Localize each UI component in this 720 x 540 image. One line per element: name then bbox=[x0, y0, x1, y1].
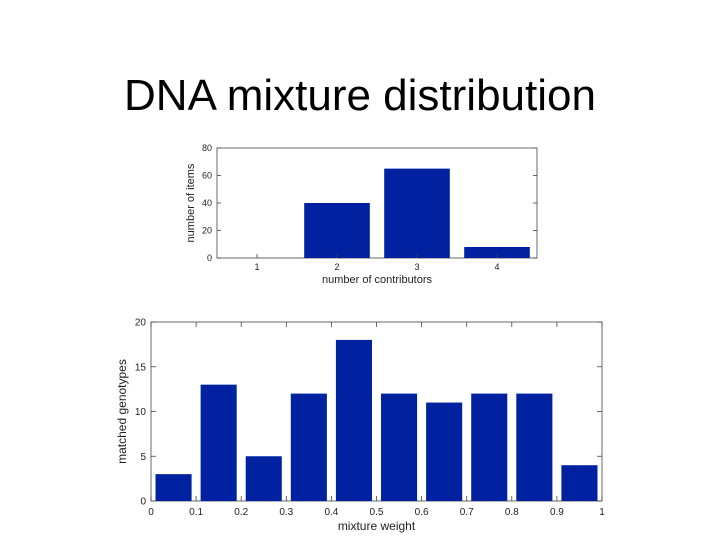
y-tick-label: 0 bbox=[207, 253, 212, 263]
bar-0.05 bbox=[155, 474, 192, 501]
x-tick-label: 3 bbox=[414, 262, 419, 272]
y-tick-label: 20 bbox=[202, 226, 212, 236]
bar-0.95 bbox=[561, 465, 598, 501]
x-tick-label: 0.8 bbox=[505, 507, 519, 518]
bar-3 bbox=[384, 168, 450, 258]
y-axis-label: number of items bbox=[185, 163, 197, 242]
y-tick-label: 20 bbox=[135, 318, 147, 329]
bar-0.75 bbox=[471, 393, 508, 501]
y-tick-label: 5 bbox=[140, 452, 146, 463]
y-tick-label: 10 bbox=[135, 407, 147, 418]
y-tick-label: 15 bbox=[135, 362, 147, 373]
x-tick-label: 0.9 bbox=[550, 507, 564, 518]
x-tick-label: 0 bbox=[148, 507, 154, 518]
x-tick-label: 1 bbox=[599, 507, 605, 518]
x-tick-label: 0.6 bbox=[415, 507, 429, 518]
x-tick-label: 0.5 bbox=[370, 507, 384, 518]
x-axis-label: number of contributors bbox=[322, 274, 433, 286]
x-tick-label: 1 bbox=[254, 262, 259, 272]
x-tick-label: 0.7 bbox=[460, 507, 474, 518]
bar-0.55 bbox=[381, 393, 418, 501]
x-tick-label: 0.2 bbox=[234, 507, 248, 518]
y-tick-label: 80 bbox=[202, 143, 212, 153]
x-tick-label: 4 bbox=[494, 262, 499, 272]
plot-frame-1 bbox=[216, 147, 538, 259]
bar-0.45 bbox=[335, 339, 372, 501]
y-tick-label: 40 bbox=[202, 198, 212, 208]
x-tick-label: 0.3 bbox=[279, 507, 293, 518]
bar-0.85 bbox=[516, 393, 553, 501]
bar-0.25 bbox=[245, 456, 282, 501]
bar-4 bbox=[464, 247, 530, 258]
bar-0.15 bbox=[200, 384, 237, 501]
slide-title: DNA mixture distribution bbox=[124, 71, 596, 120]
x-tick-label: 2 bbox=[334, 262, 339, 272]
y-tick-label: 60 bbox=[202, 171, 212, 181]
x-tick-label: 0.4 bbox=[324, 507, 338, 518]
y-axis-label: matched genotypes bbox=[115, 359, 129, 464]
y-tick-label: 0 bbox=[140, 497, 146, 508]
x-axis-label: mixture weight bbox=[338, 519, 416, 533]
bar-0.35 bbox=[290, 393, 327, 501]
bar-2 bbox=[304, 203, 370, 258]
bar-0.65 bbox=[426, 402, 463, 501]
x-tick-label: 0.1 bbox=[189, 507, 203, 518]
